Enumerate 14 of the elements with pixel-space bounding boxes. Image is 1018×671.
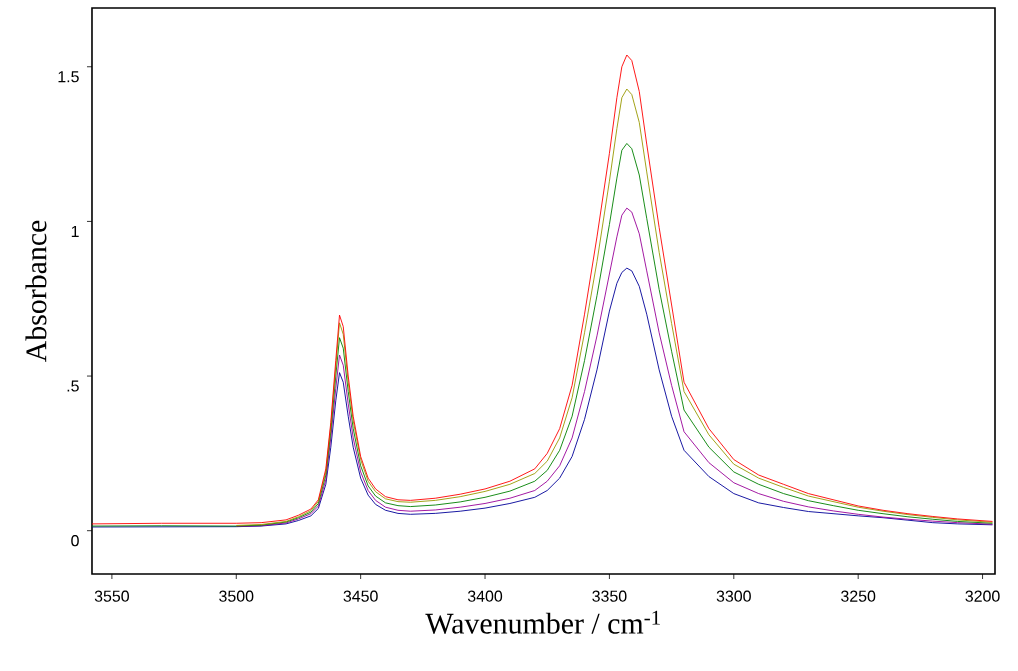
x-tick-label: 3500	[219, 590, 254, 602]
x-tick-label: 3200	[965, 590, 1000, 602]
x-tick-label: 3300	[716, 590, 751, 602]
y-tick-label: 1.5	[58, 71, 79, 83]
y-axis-title: Absorbance	[25, 220, 47, 363]
x-tick-label: 3400	[467, 590, 503, 602]
x-tick-label: 3450	[343, 590, 378, 602]
x-tick-label: 3550	[94, 590, 129, 602]
y-tick-label: 0	[71, 535, 79, 547]
x-tick-label: 3250	[841, 590, 876, 602]
x-tick-label: 3350	[592, 590, 627, 602]
y-tick-label: .5	[67, 380, 79, 392]
x-axis-title: Wavenumber / cm$^{-1}$	[425, 610, 660, 634]
y-tick-label: 1	[71, 225, 79, 237]
